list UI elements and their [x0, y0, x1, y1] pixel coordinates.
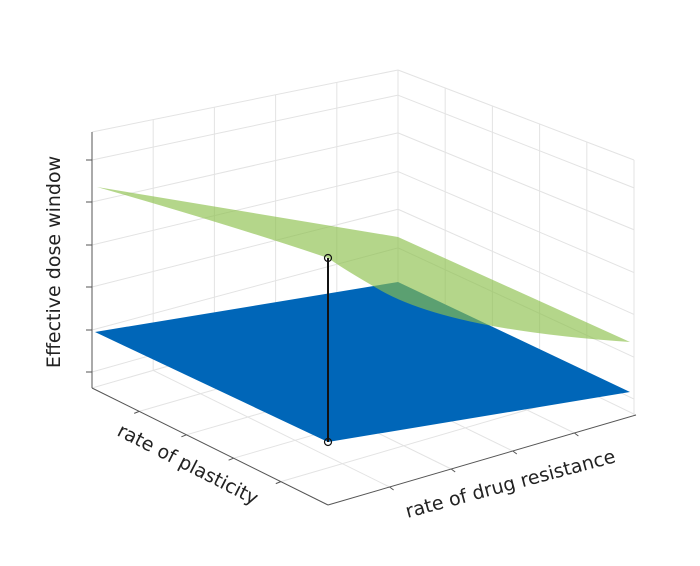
ticks — [86, 159, 579, 491]
x-tick — [134, 410, 140, 414]
x-tick — [181, 434, 187, 438]
blue-surface — [95, 282, 630, 442]
grid-line — [91, 132, 399, 203]
y-tick — [574, 432, 579, 437]
x-tick — [275, 481, 281, 485]
y-tick — [450, 468, 456, 473]
x-axis-label: rate of plasticity — [114, 420, 262, 510]
grid-line — [397, 132, 635, 231]
grid-line — [397, 171, 635, 274]
y-tick — [389, 486, 394, 491]
window-end — [323, 253, 333, 263]
grid-line — [91, 69, 399, 133]
x-axis — [91, 387, 329, 506]
y-axis — [327, 414, 637, 506]
x-tick — [228, 457, 234, 461]
grid-line — [152, 369, 390, 488]
y-axis-label: rate of drug resistance — [403, 446, 618, 523]
grid-line — [91, 171, 399, 246]
window-end — [323, 437, 333, 447]
grid-line — [397, 208, 635, 315]
grid-line — [91, 208, 399, 288]
z-axis-label: Effective dose window — [43, 156, 65, 368]
y-tick — [512, 450, 518, 455]
green-surface — [97, 187, 630, 342]
grid-line — [91, 94, 399, 161]
grid-line — [397, 94, 635, 189]
grid-line — [397, 69, 635, 161]
